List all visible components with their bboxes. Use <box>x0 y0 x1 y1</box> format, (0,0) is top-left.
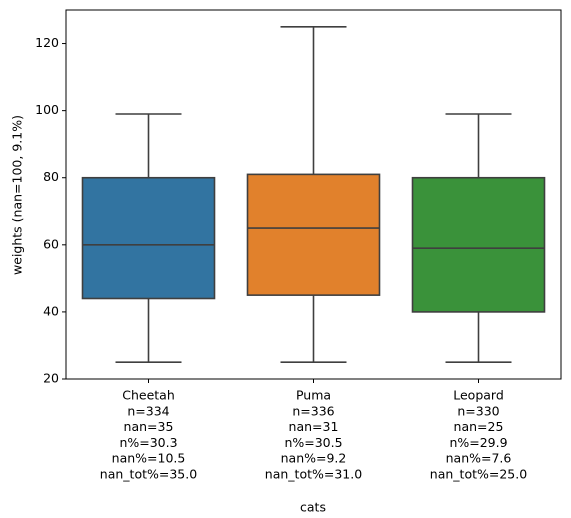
x-tick-label: nan%=9.2 <box>281 451 347 466</box>
x-tick-label: nan_tot%=31.0 <box>265 467 362 482</box>
plot-frame <box>65 9 562 380</box>
x-tick-label: Cheetah <box>122 388 175 403</box>
x-tick-label: nan%=10.5 <box>112 451 186 466</box>
x-tick-label: nan=31 <box>289 419 339 434</box>
box <box>81 176 216 300</box>
x-tick-label: n%=29.9 <box>449 435 507 450</box>
x-tick-label: nan=25 <box>454 419 504 434</box>
x-tick-label: nan_tot%=35.0 <box>100 467 197 482</box>
x-tick-label: n%=30.5 <box>284 435 342 450</box>
box <box>246 173 381 296</box>
x-tick-label: nan_tot%=25.0 <box>430 467 527 482</box>
y-tick-label: 60 <box>43 236 59 251</box>
x-tick-label: n=330 <box>457 403 499 418</box>
y-tick-label: 100 <box>35 102 59 117</box>
x-tick-label: nan=35 <box>124 419 174 434</box>
y-tick-label: 20 <box>43 371 59 386</box>
box <box>411 176 546 313</box>
y-tick-label: 120 <box>35 35 59 50</box>
y-tick-label: 40 <box>43 303 59 318</box>
x-tick-label: Puma <box>296 388 331 403</box>
x-axis-label: cats <box>300 500 326 515</box>
x-tick-label: nan%=7.6 <box>446 451 512 466</box>
x-tick-label: n%=30.3 <box>119 435 177 450</box>
y-tick-label: 80 <box>43 169 59 184</box>
x-tick-label: n=336 <box>292 403 334 418</box>
y-axis-label: weights (nan=100, 9.1%) <box>10 115 25 275</box>
x-tick-label: n=334 <box>127 403 169 418</box>
x-tick-label: Leopard <box>453 388 504 403</box>
